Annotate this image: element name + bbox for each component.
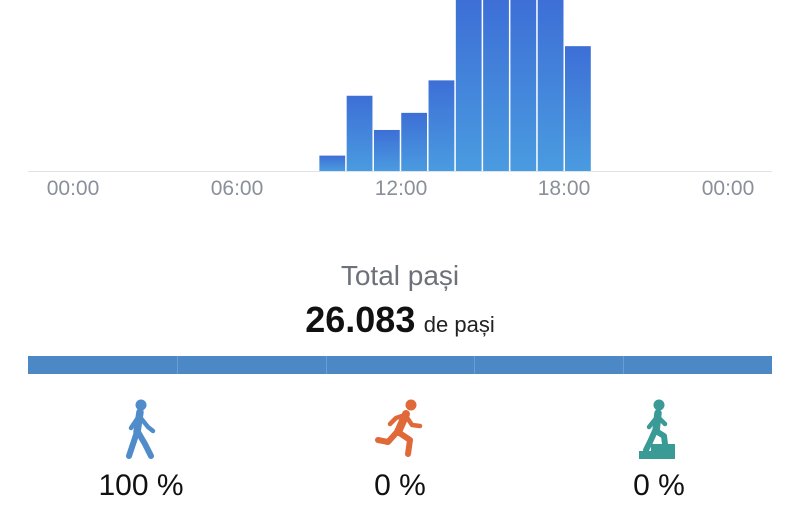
total-steps-line: 26.083 de pași (0, 298, 800, 350)
total-steps-value: 26.083 (305, 299, 416, 340)
activity-walking: 100 % (41, 398, 241, 504)
steps-bar (565, 46, 591, 171)
x-axis-ticks: 00:00 06:00 12:00 18:00 00:00 (47, 177, 755, 200)
x-tick-label: 00:00 (47, 177, 100, 200)
steps-bar (346, 95, 373, 171)
steps-per-hour-chart: 00:00 06:00 12:00 18:00 00:00 (28, 0, 772, 200)
split-bar-divider (326, 356, 327, 374)
x-tick-label: 18:00 (538, 177, 591, 200)
walking-icon (126, 399, 156, 459)
activity-stairs: 0 % (559, 398, 759, 504)
split-bar-divider (177, 356, 178, 374)
steps-bar (319, 155, 346, 171)
x-tick-label: 00:00 (702, 177, 755, 200)
split-bar-divider (623, 356, 624, 374)
walking-percent: 100 % (98, 469, 184, 502)
activity-split-bar (28, 356, 772, 374)
steps-summary: Total pași 26.083 de pași (0, 258, 800, 350)
steps-bar (483, 0, 509, 171)
x-tick-label: 06:00 (211, 177, 264, 200)
steps-bar (537, 0, 564, 171)
steps-bar (510, 0, 537, 171)
activity-breakdown: 100 % 0 % 0 % (0, 398, 800, 518)
stairs-percent: 0 % (633, 469, 685, 502)
stairs-climbing-icon (639, 399, 675, 459)
running-icon (375, 399, 423, 457)
split-bar-divider (474, 356, 475, 374)
steps-bar (455, 0, 482, 171)
running-percent: 0 % (374, 469, 426, 502)
steps-bar (428, 80, 455, 171)
x-tick-label: 12:00 (375, 177, 428, 200)
bars-group (319, 0, 591, 171)
total-steps-label: Total pași (340, 260, 460, 291)
activity-running: 0 % (300, 398, 500, 504)
total-steps-unit: de pași (423, 312, 495, 337)
steps-bar (401, 112, 428, 171)
steps-bar (373, 129, 400, 171)
